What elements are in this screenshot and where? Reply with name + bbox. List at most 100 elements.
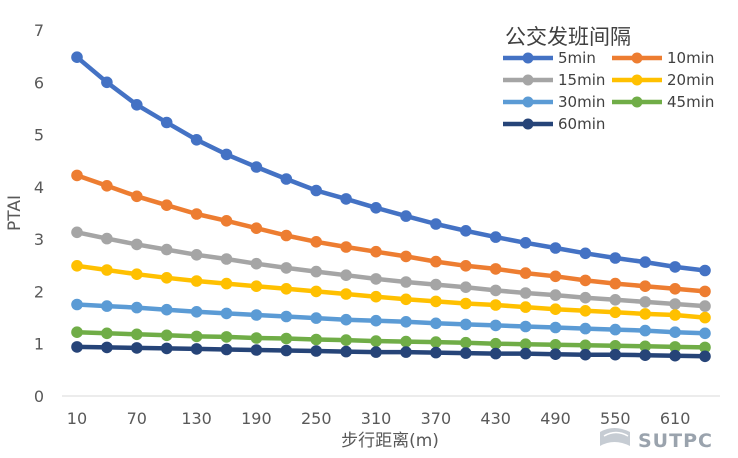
x-tick-label: 10 (67, 409, 87, 428)
series-20min (71, 260, 711, 324)
data-point (220, 148, 233, 161)
y-tick-label: 0 (34, 387, 44, 406)
data-point (639, 340, 651, 353)
series-30min (71, 298, 711, 340)
data-point (460, 225, 472, 237)
data-point (460, 336, 472, 349)
legend-swatch-marker (631, 96, 643, 108)
data-point (400, 276, 412, 288)
data-point (400, 210, 412, 222)
legend-label: 20min (667, 71, 714, 89)
data-point (250, 257, 263, 270)
data-point (430, 295, 442, 308)
data-point (639, 280, 651, 293)
x-tick-label: 190 (241, 409, 272, 428)
y-tick-label: 6 (34, 73, 44, 92)
data-point (370, 346, 382, 358)
data-point (370, 314, 382, 327)
legend-label: 5min (558, 49, 596, 67)
data-point (400, 293, 412, 306)
data-point (340, 313, 352, 326)
data-point (460, 318, 472, 331)
series-line (76, 302, 706, 336)
series-line (76, 173, 706, 294)
data-point (579, 339, 592, 352)
legend-item: 5min (503, 49, 596, 67)
legend-title: 公交发班间隔 (505, 25, 631, 49)
data-point (519, 320, 532, 333)
legend: 公交发班间隔 5min 10min 15min 20min 30min 45min 60mi… (503, 25, 714, 133)
data-point (609, 294, 622, 306)
data-point (669, 298, 681, 310)
data-point (101, 232, 113, 245)
data-point (280, 262, 293, 274)
data-point (250, 280, 263, 293)
legend-swatch-marker (522, 118, 534, 130)
data-point (220, 277, 233, 290)
data-point (280, 344, 293, 357)
data-point (489, 284, 502, 297)
data-point (131, 238, 143, 251)
data-point (220, 331, 233, 343)
data-point (131, 301, 143, 314)
data-point (250, 161, 263, 173)
data-point (160, 272, 173, 284)
data-point (579, 348, 592, 361)
data-point (101, 341, 113, 354)
series-line (75, 55, 706, 273)
data-point (280, 332, 293, 345)
watermark-text: SUTPC (638, 430, 713, 452)
data-point (430, 346, 442, 359)
data-point (430, 336, 442, 348)
data-point (699, 300, 711, 312)
x-tick-label: 550 (600, 409, 631, 428)
data-point (340, 334, 352, 346)
data-point (430, 278, 442, 291)
data-point (549, 289, 562, 301)
data-point (160, 329, 173, 342)
data-point (190, 208, 203, 220)
y-tick-label: 5 (34, 126, 44, 145)
data-point (519, 237, 532, 249)
legend-item: 15min (503, 71, 605, 89)
series-line (76, 329, 706, 350)
data-point (71, 169, 83, 182)
legend-item: 60min (503, 115, 605, 133)
x-tick-label: 430 (480, 409, 511, 428)
data-point (609, 340, 622, 352)
data-point (280, 229, 293, 242)
data-point (101, 300, 113, 312)
x-axis-ticks: 10 70 130 190 250 310 370 430 490 550 610 (67, 409, 691, 428)
series-line (76, 263, 706, 320)
data-point (400, 316, 412, 328)
data-point (220, 215, 233, 227)
data-point (400, 335, 412, 348)
data-point (190, 134, 203, 146)
data-point (340, 269, 352, 282)
data-point (699, 327, 711, 340)
data-point (549, 270, 562, 283)
data-point (549, 242, 562, 254)
data-point (489, 263, 502, 275)
y-tick-label: 1 (34, 335, 44, 354)
data-point (220, 307, 233, 320)
data-point (519, 301, 532, 313)
data-point (101, 76, 113, 89)
data-point (250, 332, 263, 344)
series-10min (71, 169, 711, 298)
data-point (669, 283, 681, 295)
data-point (699, 264, 711, 277)
data-point (280, 310, 293, 323)
data-point (669, 261, 681, 273)
data-point (669, 326, 681, 339)
data-point (71, 298, 83, 311)
data-point (430, 255, 442, 268)
data-point (220, 253, 233, 265)
x-tick-label: 610 (660, 409, 691, 428)
data-point (131, 342, 143, 354)
data-point (71, 341, 83, 353)
data-point (460, 260, 472, 272)
data-point (430, 317, 442, 330)
data-point (160, 199, 173, 211)
data-point (549, 339, 562, 351)
